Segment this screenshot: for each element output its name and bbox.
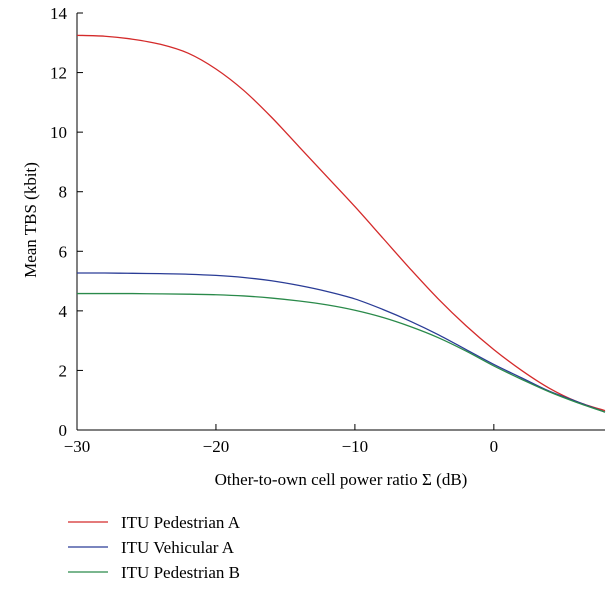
axes bbox=[76, 13, 605, 431]
x-tick-label: −20 bbox=[203, 437, 230, 456]
x-tick-label: 0 bbox=[490, 437, 499, 456]
y-tick-label: 6 bbox=[59, 242, 68, 261]
series-line-itu-pedestrian-a bbox=[76, 34, 606, 412]
legend-label: ITU Pedestrian B bbox=[121, 563, 240, 582]
x-axis-label: Other-to-own cell power ratio Σ (dB) bbox=[215, 470, 468, 489]
series-line-itu-vehicular-a bbox=[76, 272, 606, 413]
y-tick-label: 8 bbox=[59, 183, 68, 202]
y-axis-label: Mean TBS (kbit) bbox=[21, 162, 40, 278]
y-tick-label: 10 bbox=[50, 123, 67, 142]
x-tick-label: −10 bbox=[342, 437, 369, 456]
series-lines bbox=[76, 34, 606, 413]
y-tick-label: 2 bbox=[59, 361, 68, 380]
y-tick-label: 12 bbox=[50, 64, 67, 83]
y-tick-label: 4 bbox=[59, 302, 68, 321]
ticks: 0 2 4 6 8 10 12 14 −30 −20 −10 0 bbox=[50, 4, 498, 456]
legend-label: ITU Pedestrian A bbox=[121, 513, 241, 532]
series-line-itu-pedestrian-b bbox=[77, 292, 606, 413]
legend: ITU Pedestrian A ITU Vehicular A ITU Pedes… bbox=[68, 513, 241, 582]
x-tick-label: −30 bbox=[64, 437, 91, 456]
legend-label: ITU Vehicular A bbox=[121, 538, 235, 557]
y-tick-label: 0 bbox=[59, 421, 68, 440]
y-tick-label: 14 bbox=[50, 4, 68, 23]
